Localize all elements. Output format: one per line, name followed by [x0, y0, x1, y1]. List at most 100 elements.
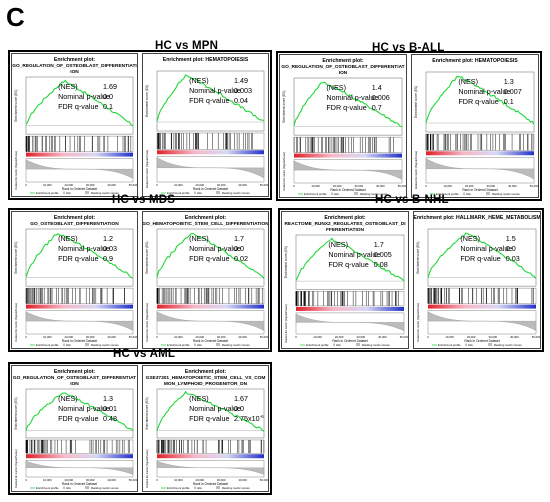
stat-label-pval: Nominal p-value [328, 250, 380, 259]
rank-axis-label: Rank in Ordered Dataset [332, 339, 367, 343]
legend-hits: Hits [66, 191, 71, 195]
ranked-list-axis-label: Ranked list metric (Signal2Noise) [145, 303, 149, 341]
hits-barcode [25, 136, 132, 152]
x-tick-label: 30,000 [217, 478, 226, 482]
hits-barcode [156, 288, 263, 304]
enrichment-plot-svg: Enrichment plot:GO_REGULATION_OF_OSTEOBL… [281, 58, 406, 196]
stat-label-nes: (NES) [58, 234, 78, 243]
plot-title: Enrichment plot: [185, 369, 226, 375]
plot-title: Enrichment plot: HEMATOPOIESIS [163, 57, 249, 63]
x-tick-label: 10,000 [43, 183, 52, 187]
ranked-list-axis-label: Ranked list metric (Signal2Noise) [145, 449, 149, 487]
rank-gradient-bar [26, 152, 133, 157]
legend-hits: Hits [66, 486, 71, 490]
enrichment-plot: Enrichment plot: HEMATOPOIESIS Enrichment… [142, 53, 269, 197]
x-tick-label: 40,000 [107, 335, 116, 339]
x-tick-label: 50,000 [398, 184, 406, 188]
stat-label-pval: Nominal p-value [189, 244, 241, 253]
stat-value-fdr: 0.04 [234, 96, 248, 105]
stat-label-nes: (NES) [460, 234, 480, 243]
rank-gradient-bar [26, 454, 133, 459]
stat-label-pval: Nominal p-value [58, 404, 110, 413]
rank-axis-label: Rank in Ordered Dataset [193, 482, 228, 486]
es-axis-label: Enrichment score (ES) [414, 86, 418, 118]
stat-value-nes: 1.69 [103, 82, 117, 91]
rank-gradient-bar [296, 306, 404, 311]
enrichment-curve [425, 76, 535, 125]
gene-set-name: GSE37301_HEMATOPOIETIC_STEM_CELL_VS_COM [146, 375, 266, 381]
enrichment-plot-svg: Enrichment plot:GO_REGULATION_OF_OSTEOBL… [12, 57, 137, 195]
legend-profile: Enrichment profile [304, 192, 327, 196]
x-tick-label: 20,000 [196, 478, 205, 482]
x-tick-label: 50,000 [129, 335, 137, 339]
stat-value-pval: 0.0 [103, 92, 113, 101]
legend-hits: Hits [197, 486, 202, 490]
legend-profile: Enrichment profile [306, 343, 329, 347]
x-tick-label: 40,000 [238, 183, 247, 187]
es-plot-frame [425, 71, 535, 133]
rank-axis-label: Rank in Ordered Dataset [62, 339, 97, 343]
x-tick-label: 20,000 [335, 335, 344, 339]
enrichment-curve [427, 232, 537, 279]
stat-label-pval: Nominal p-value [326, 93, 378, 102]
rank-gradient-bar [426, 151, 534, 156]
stat-label-pval: Nominal p-value [58, 92, 110, 101]
ranking-metric-area [293, 160, 403, 180]
stat-value-fdr: 0.9 [103, 254, 113, 263]
x-tick-label: 40,000 [238, 335, 247, 339]
group-title: HC vs MDS [112, 194, 176, 206]
rank-axis-label: Rank in Ordered Dataset [330, 188, 365, 192]
stat-value-nes: 1.67 [234, 394, 248, 403]
plot-title: Enrichment plot: [322, 58, 363, 64]
legend-metric: Ranking metric scores [222, 343, 250, 347]
enrichment-plot-svg: Enrichment plot: HEMATOPOIESIS Enrichment… [145, 57, 268, 195]
ranked-list-axis-label: Ranked list metric (Signal2Noise) [14, 449, 18, 487]
x-tick-label: 50,000 [260, 478, 268, 482]
ranked-list-axis-label: Ranked list metric (Signal2Noise) [14, 303, 18, 341]
ranked-list-axis-label: Ranked list metric (Signal2Noise) [14, 151, 18, 189]
x-tick-label: 10,000 [174, 335, 183, 339]
x-tick-label: 30,000 [86, 183, 95, 187]
x-tick-label: 40,000 [107, 183, 116, 187]
ranking-metric-area [25, 460, 134, 475]
enrichment-plot-svg: Enrichment plot:GO_HEMATOPOIETIC_STEM_CE… [143, 215, 268, 347]
enrichment-plot: Enrichment plot: GO_OSTEOBLAST_DIFFERENTI… [11, 211, 138, 349]
x-tick-label: 50,000 [532, 335, 540, 339]
es-plot-frame [25, 228, 134, 287]
legend-profile: Enrichment profile [36, 343, 59, 347]
stat-value-fdr: 0.48 [103, 414, 117, 423]
x-tick-label: 50,000 [260, 183, 268, 187]
legend-profile: Enrichment profile [167, 486, 190, 490]
gene-set-name: FFERENTIATION [326, 227, 365, 233]
stat-label-fdr: FDR q-value [458, 97, 498, 106]
stat-label-nes: (NES) [58, 394, 78, 403]
stat-value-pval: 0.0 [506, 244, 516, 253]
group-title: HC vs MPN [155, 40, 219, 52]
gene-set-name: ION [70, 69, 79, 75]
rank-gradient-bar [157, 304, 264, 309]
x-tick-label: 0 [25, 478, 27, 482]
enrichment-plot: Enrichment plot: GO_REGULATION_OF_OSTEOBL… [279, 54, 407, 198]
x-tick-label: 40,000 [510, 335, 519, 339]
ranking-metric-area [425, 158, 535, 180]
stat-label-nes: (NES) [189, 76, 209, 85]
enrichment-plot: Enrichment plot: GO_REGULATION_OF_OSTEOBL… [11, 53, 138, 197]
x-tick-label: 30,000 [217, 335, 226, 339]
stat-value-pval: 0.01 [103, 404, 117, 413]
gene-set-name: ION [339, 70, 348, 76]
es-plot-frame [156, 228, 265, 287]
ranked-list-axis-label: Ranked list metric (Signal2Noise) [145, 150, 149, 188]
x-tick-label: 30,000 [489, 335, 498, 339]
x-tick-label: 40,000 [238, 478, 247, 482]
x-tick-label: 30,000 [86, 335, 95, 339]
legend-hits: Hits [468, 343, 473, 347]
stat-label-nes: (NES) [326, 83, 346, 92]
gene-set-name: REACTOME_RUNX2_REGULATES_OSTEOBLAST_DI [284, 221, 406, 227]
ranking-metric-area [156, 311, 265, 331]
enrichment-curve [156, 390, 265, 432]
stat-value-nes: 1.3 [504, 77, 514, 86]
hits-barcode [295, 291, 399, 306]
rank-axis-label: Rank in Ordered Dataset [193, 339, 228, 343]
